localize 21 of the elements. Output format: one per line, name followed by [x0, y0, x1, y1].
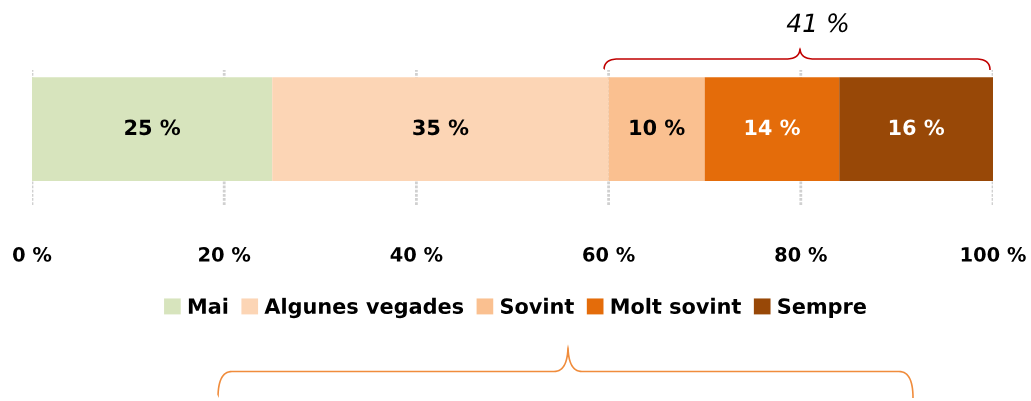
bar: [32, 77, 273, 182]
bar: [704, 77, 840, 182]
bar: [839, 77, 993, 182]
data-label: 14 %: [745, 119, 800, 136]
bar: [608, 77, 705, 182]
x-tick-label: 20 %: [199, 247, 251, 262]
x-tick-label: 100 %: [961, 247, 1026, 262]
x-tick-label: 40 %: [390, 247, 443, 262]
x-tick-label: 80 %: [775, 247, 827, 262]
x-tick-label: 60 %: [583, 247, 635, 262]
data-label: 35 %: [413, 119, 469, 136]
data-label: 25 %: [125, 119, 181, 136]
text: 41 %: [786, 13, 848, 33]
data-label: 16 %: [889, 119, 945, 136]
legend-label: Mai: [188, 297, 228, 314]
legend-label: Sovint: [500, 297, 574, 314]
legend-label: Algunes vegades: [264, 297, 464, 319]
legend-label: Sempre: [778, 298, 866, 318]
data-label: 10 %: [630, 119, 685, 136]
x-tick-label: 0 %: [13, 247, 52, 262]
legend-label: Molt sovint: [611, 297, 741, 314]
